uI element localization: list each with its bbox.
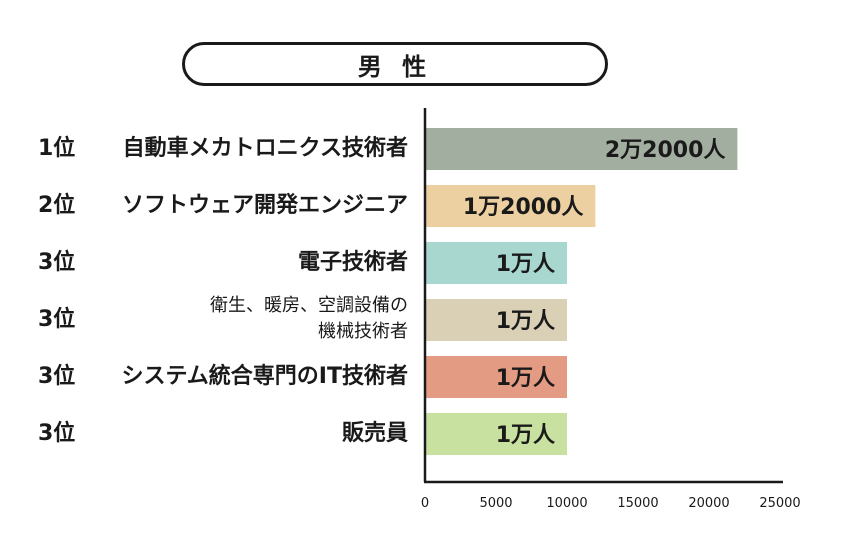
rank-label: 1位: [38, 136, 76, 161]
rank-label: 3位: [38, 421, 76, 446]
bar-value-label: 2万2000人: [605, 138, 726, 163]
category-label: 自動車メカトロニクス技術者: [122, 136, 408, 161]
rank-label: 3位: [38, 307, 76, 332]
rank-label: 2位: [38, 193, 76, 218]
bar-value-label: 1万人: [496, 252, 555, 277]
bar: [425, 128, 738, 170]
bar: [425, 356, 567, 398]
bar: [425, 299, 567, 341]
bar: [425, 242, 567, 284]
bar-value-label: 1万人: [496, 423, 555, 448]
rank-label: 3位: [38, 250, 76, 275]
x-tick-label: 5000: [479, 496, 512, 511]
x-tick-label: 10000: [546, 496, 587, 511]
category-label: 販売員: [341, 421, 408, 446]
bar-value-label: 1万2000人: [463, 195, 584, 220]
category-label: 衛生、暖房、空調設備の 機械技術者: [210, 295, 408, 342]
category-label: システム統合専門のIT技術者: [121, 364, 408, 389]
bar-value-label: 1万人: [496, 309, 555, 334]
x-tick-label: 25000: [759, 496, 800, 511]
bar: [425, 185, 596, 227]
bar: [425, 413, 567, 455]
category-label: 電子技術者: [297, 250, 408, 275]
x-tick-label: 20000: [688, 496, 729, 511]
x-tick-label: 0: [421, 496, 429, 511]
bar-value-label: 1万人: [496, 366, 555, 391]
chart-title: 男 性: [182, 42, 608, 86]
category-label: ソフトウェア開発エンジニア: [121, 193, 408, 218]
x-tick-label: 15000: [617, 496, 658, 511]
rank-label: 3位: [38, 364, 76, 389]
